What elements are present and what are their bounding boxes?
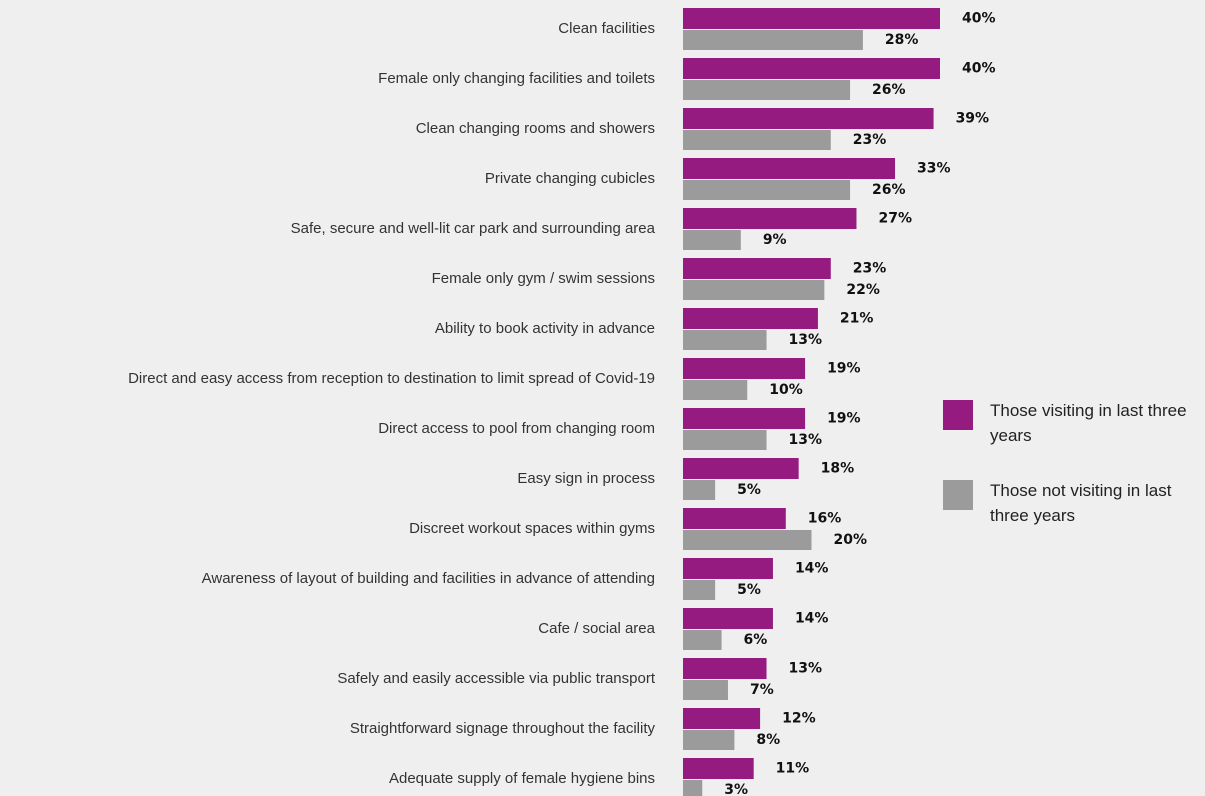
category-label: Clean facilities (558, 20, 655, 37)
bar (683, 280, 825, 300)
value-label: 28% (885, 32, 919, 48)
bar (683, 258, 831, 279)
bar (683, 780, 703, 796)
bar (683, 380, 748, 400)
bar (683, 30, 863, 50)
value-label: 13% (789, 661, 823, 677)
category-label: Safely and easily accessible via public … (337, 670, 655, 687)
bar (683, 708, 761, 729)
bar (683, 558, 773, 579)
legend-item: Those not visiting in last three years (943, 478, 1203, 528)
bar (683, 480, 716, 500)
value-label: 13% (789, 432, 823, 448)
value-label: 7% (750, 682, 774, 698)
value-label: 14% (795, 561, 829, 577)
value-label: 5% (737, 582, 761, 598)
legend-swatch (943, 480, 973, 510)
value-label: 23% (853, 132, 887, 148)
bar (683, 58, 940, 79)
value-label: 39% (956, 111, 990, 127)
category-label: Awareness of layout of building and faci… (202, 570, 655, 587)
bar (683, 308, 818, 329)
bar (683, 430, 767, 450)
value-label: 33% (917, 161, 951, 177)
value-label: 12% (782, 711, 816, 727)
value-label: 14% (795, 611, 829, 627)
bar (683, 80, 851, 100)
category-label: Cafe / social area (538, 620, 655, 637)
legend-swatch (943, 400, 973, 430)
bar (683, 680, 728, 700)
legend-label: Those visiting in last three years (990, 401, 1187, 445)
category-label: Easy sign in process (517, 470, 655, 487)
bar (683, 508, 786, 529)
category-label: Clean changing rooms and showers (416, 120, 655, 137)
bar (683, 208, 857, 229)
bar (683, 330, 767, 350)
value-label: 20% (834, 532, 868, 548)
value-label: 26% (872, 182, 906, 198)
category-label: Ability to book activity in advance (435, 320, 655, 337)
bar (683, 730, 735, 750)
value-label: 23% (853, 261, 887, 277)
category-label: Adequate supply of female hygiene bins (389, 770, 655, 787)
value-label: 6% (744, 632, 768, 648)
value-label: 13% (789, 332, 823, 348)
bar (683, 530, 812, 550)
category-label: Female only gym / swim sessions (432, 270, 655, 287)
category-label: Direct access to pool from changing room (378, 420, 655, 437)
value-label: 19% (827, 411, 861, 427)
bar (683, 8, 940, 29)
category-label: Private changing cubicles (485, 170, 655, 187)
value-label: 26% (872, 82, 906, 98)
value-label: 19% (827, 361, 861, 377)
value-label: 27% (878, 211, 912, 227)
value-label: 40% (962, 11, 996, 27)
bar (683, 458, 799, 479)
bar (683, 580, 716, 600)
value-label: 8% (756, 732, 780, 748)
bar (683, 658, 767, 679)
legend: Those visiting in last three years Those … (943, 398, 1203, 558)
value-label: 9% (763, 232, 787, 248)
bar (683, 158, 896, 179)
category-label: Female only changing facilities and toil… (378, 70, 655, 87)
legend-item: Those visiting in last three years (943, 398, 1203, 448)
bar (683, 358, 806, 379)
value-label: 16% (808, 511, 842, 527)
value-label: 5% (737, 482, 761, 498)
category-label: Direct and easy access from reception to… (128, 370, 655, 387)
bar (683, 130, 831, 150)
bar (683, 608, 773, 629)
bar (683, 230, 741, 250)
value-label: 11% (776, 761, 810, 777)
bar (683, 180, 851, 200)
bar (683, 630, 722, 650)
bar (683, 758, 754, 779)
value-label: 40% (962, 61, 996, 77)
value-label: 21% (840, 311, 874, 327)
value-label: 22% (846, 282, 880, 298)
value-label: 18% (821, 461, 855, 477)
category-label: Straightforward signage throughout the f… (350, 720, 656, 737)
legend-label: Those not visiting in last three years (990, 481, 1172, 525)
bar (683, 408, 806, 429)
category-label: Safe, secure and well-lit car park and s… (291, 220, 656, 237)
value-label: 3% (724, 782, 748, 796)
category-label: Discreet workout spaces within gyms (409, 520, 655, 537)
bar (683, 108, 934, 129)
value-label: 10% (769, 382, 803, 398)
